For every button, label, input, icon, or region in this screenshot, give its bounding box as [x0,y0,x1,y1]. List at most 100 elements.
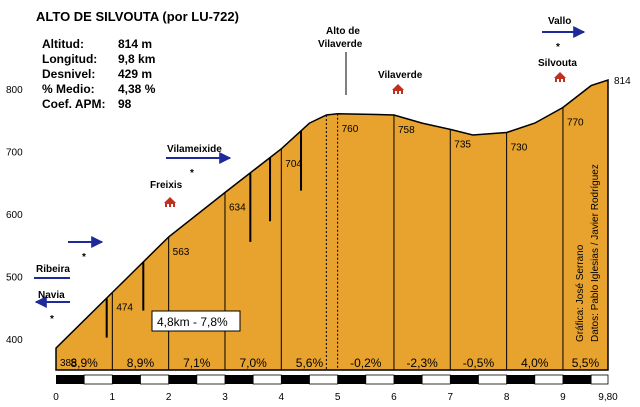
y-tick-label: 400 [6,335,23,346]
altitude-label: 563 [173,247,190,258]
altitude-label: 770 [567,118,584,129]
x-tick-label: 2 [166,392,172,403]
altitude-label: 814 [614,76,631,87]
place-navia: Navia [38,290,65,301]
segment-gradient: 8,9% [70,356,98,370]
y-tick-label: 800 [6,85,23,96]
x-tick-label: 9,80 [598,392,618,403]
place-alto-de-vilaverde-1: Alto de [326,26,360,37]
distance-bar-light [421,374,451,385]
stat-label: Altitud: [42,37,84,51]
altitude-labels: 385 474 563 634 704 760 758 735 730 770 814 [60,76,631,369]
distance-bar-light [590,374,609,385]
distance-bar-light [478,374,508,385]
altitude-label: 760 [342,124,359,135]
climb-stats: Altitud: 814 m Longitud: 9,8 km Desnivel: 429… [42,37,156,111]
x-tick-label: 5 [335,392,341,403]
place-vallo: Vallo [548,16,571,27]
distance-bar-dark [393,375,423,384]
distance-bar-light [83,374,113,385]
x-tick-label: 8 [504,392,510,403]
distance-bar-dark [281,375,310,384]
stat-value: 814 m [118,37,152,51]
place-alto-de-vilaverde-2: Vilaverde [318,39,363,50]
altitude-label: 730 [511,143,528,154]
place-freixis: Freixis [150,180,183,191]
segment-gradient: 5,5% [572,356,600,370]
km-gridlines [111,107,564,370]
segment-gradient: 7,0% [239,356,267,370]
stat-value: 98 [118,97,132,111]
altitude-label: 735 [454,139,471,150]
x-tick-label: 9 [560,392,566,403]
distance-bar-light [534,374,564,385]
chart-title: ALTO DE SILVOUTA (por LU-722) [36,9,239,24]
village-icon-freixis [164,197,176,207]
profile-area [55,78,609,371]
distance-bar [56,374,609,385]
distance-bar-dark [56,375,85,384]
place-vilameixide: Vilameixide [167,144,222,155]
distance-bar-dark [337,375,366,384]
distance-bar-light [365,374,395,385]
distance-bar-dark [450,375,479,384]
segment-gradient: 7,1% [183,356,211,370]
village-icon-silvouta [554,72,566,82]
stat-value: 9,8 km [118,52,155,66]
x-tick-label: 7 [448,392,454,403]
segment-gradient: 4,0% [521,356,549,370]
altitude-label: 758 [398,125,415,136]
y-axis-ticks: 400 500 600 700 800 [6,85,23,346]
terrain-ridges [105,130,303,338]
steepest-section-callout: 4,8km - 7,8% [151,310,241,332]
stat-value: 4,38 % [118,82,156,96]
place-annotations: Ribeira Navia * * Vilameixide * Freixis … [34,16,586,325]
x-tick-label: 0 [53,392,59,403]
segment-gradient: 8,9% [127,356,155,370]
distance-bar-dark [506,375,535,384]
segment-gradient: -0,5% [463,356,495,370]
altitude-label: 474 [116,303,133,314]
credit-data: Datos: Pablo Iglesias / Javier Rodríguez [590,164,601,342]
distance-bar-dark [224,375,254,384]
profile-layer [55,78,609,371]
chart-credits: Gráfica: José Serrano Datos: Pablo Igles… [575,164,601,342]
distance-bar-dark [112,375,141,384]
distance-bar-light [309,374,339,385]
y-tick-label: 500 [6,272,23,283]
altitude-label: 634 [229,203,246,214]
callout-text: 4,8km - 7,8% [157,315,228,329]
distance-bar-light [252,374,282,385]
x-tick-label: 1 [110,392,116,403]
place-ribeira: Ribeira [36,264,70,275]
stat-label: Desnivel: [42,67,95,81]
y-tick-label: 600 [6,210,23,221]
village-icon-vilaverde [392,84,404,94]
distance-bar-dark [562,375,592,384]
distance-bar-light [196,374,226,385]
y-tick-label: 700 [6,147,23,158]
segment-gradient-labels: 8,9% 8,9% 7,1% 7,0% 5,6% -0,2% -2,3% -0,5% 4,0% 5… [70,356,599,370]
altitude-label: 385 [60,358,77,369]
place-silvouta: Silvouta [538,58,577,69]
stat-value: 429 m [118,67,152,81]
x-tick-label: 3 [222,392,228,403]
x-tick-label: 6 [391,392,397,403]
stat-label: % Medio: [42,82,95,96]
x-tick-label: 4 [279,392,285,403]
credit-graphic: Gráfica: José Serrano [575,244,586,342]
star-vilameixide: * [190,168,194,179]
altitude-label: 704 [285,159,302,170]
star-vallo: * [556,42,560,53]
star-upper-start: * [82,252,86,263]
stat-label: Longitud: [42,52,97,66]
segment-gradient: -0,2% [350,356,382,370]
star-navia: * [50,314,54,325]
segment-gradient: 5,6% [296,356,324,370]
place-vilaverde: Vilaverde [378,70,423,81]
x-axis-ticks: 0 1 2 3 4 5 6 7 8 9 9,80 [53,392,618,403]
distance-bar-light [140,374,170,385]
distance-bar-dark [168,375,197,384]
segment-gradient: -2,3% [406,356,438,370]
